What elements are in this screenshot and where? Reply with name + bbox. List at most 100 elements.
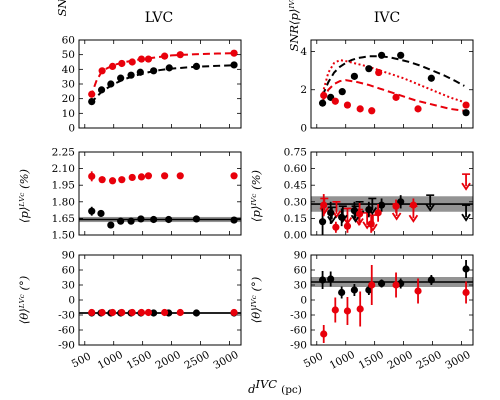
xtick-label: 2500: [414, 349, 443, 372]
curve-red-2: [321, 79, 465, 112]
ytick-label: 60: [62, 35, 75, 47]
point-red: [462, 288, 470, 297]
point-red: [118, 176, 126, 184]
ytick-label: 0.60: [284, 163, 307, 175]
point-black: [107, 221, 115, 229]
point-black: [462, 109, 470, 117]
xtick-label: 2000: [386, 349, 415, 372]
point-black: [97, 86, 106, 94]
xtick-label: 1500: [357, 349, 386, 372]
xtick-label: 2000: [154, 349, 183, 372]
point-black: [136, 68, 144, 76]
point-black: [377, 201, 386, 209]
ytick-label: 60: [294, 265, 307, 277]
ylabel-snr-lvc: SNR⟨p⟩ᴸⱽᶜ: [55, 0, 69, 17]
point-black: [192, 309, 201, 317]
point-black: [338, 213, 346, 221]
point-black: [150, 215, 158, 224]
point-red: [230, 308, 238, 317]
point-red: [176, 308, 184, 317]
point-red: [343, 307, 352, 315]
point-black: [338, 88, 346, 96]
ytick-label: 60: [62, 265, 75, 277]
ytick-label: 0.75: [284, 147, 307, 159]
point-black: [127, 217, 135, 225]
xtick-label: 1500: [125, 349, 154, 372]
point-red: [108, 308, 117, 317]
point-red: [375, 68, 383, 77]
xlabel-unit: (pc): [281, 384, 302, 396]
ytick-label: 0.45: [284, 180, 307, 192]
point-black: [365, 205, 373, 214]
point-red: [144, 308, 153, 317]
ytick-label: -90: [58, 340, 75, 352]
point-red: [230, 172, 238, 180]
point-red: [144, 172, 153, 180]
point-black: [230, 61, 238, 69]
point-red: [320, 91, 328, 100]
xlabel: dIVC (pc): [248, 377, 302, 396]
point-black: [397, 198, 405, 206]
point-red: [98, 67, 106, 75]
point-red: [88, 90, 96, 98]
panel-snr-lvc: 0 10 20 30 40 50 60: [62, 35, 242, 135]
point-red: [161, 308, 169, 317]
point-black: [165, 64, 173, 72]
panel-theta-lvc: 500 1000 1500 2000 2500 3000 -90 -60 -30 0 30 60 90: [58, 250, 242, 372]
point-red: [161, 172, 169, 180]
ytick-label: 1.95: [52, 180, 75, 192]
ytick-label: -30: [58, 310, 75, 322]
point-black: [427, 74, 435, 82]
point-black: [150, 309, 158, 317]
ytick-label: 10: [62, 108, 75, 120]
point-black: [137, 215, 145, 223]
point-black: [88, 98, 96, 106]
point-red: [137, 55, 146, 63]
point-black: [327, 209, 335, 217]
point-red: [137, 308, 146, 317]
point-black: [350, 286, 358, 294]
point-black: [150, 67, 158, 75]
point-black: [117, 217, 125, 225]
xtick-label: 3000: [443, 349, 472, 372]
point-red: [144, 55, 153, 63]
xlabel-var: d: [248, 382, 255, 396]
point-red: [320, 330, 328, 338]
ytick-label: 4: [300, 46, 307, 58]
point-black: [377, 51, 386, 59]
ylabel-p-lvc: ⟨p⟩ᴸⱽᶜ (%): [17, 169, 31, 223]
xtick-label: 3000: [211, 349, 240, 372]
ytick-label: 50: [62, 49, 75, 61]
panel-theta-ivc: 500 1000 1500 2000 2500 3000 -90 -60 -30 0 30 60 90: [290, 250, 474, 372]
point-black: [192, 62, 201, 70]
point-red: [128, 58, 136, 66]
point-black: [338, 288, 346, 297]
point-red: [332, 223, 340, 231]
ytick-label: 1.50: [52, 230, 75, 242]
ytick-label: 2.25: [52, 147, 75, 159]
point-black: [318, 99, 327, 107]
xtick-label: 1000: [96, 349, 125, 372]
xtick-label: 2500: [182, 349, 211, 372]
point-red: [343, 101, 352, 109]
point-red: [331, 306, 339, 314]
point-black: [318, 276, 327, 284]
point-black: [117, 74, 125, 82]
ylabel-p-ivc: ⟨p⟩ᴵⱽᶜ (%): [249, 170, 263, 222]
point-red: [176, 172, 184, 180]
point-black: [327, 275, 335, 283]
ytick-label: 1.80: [52, 196, 75, 208]
title-lvc: LVC: [145, 10, 173, 26]
point-black: [318, 218, 327, 226]
ytick-label: 30: [62, 280, 75, 292]
upper-limit-black: [461, 204, 471, 222]
point-red: [392, 202, 400, 210]
point-black: [462, 265, 470, 273]
ytick-label: 2: [300, 84, 307, 96]
curve-black-0: [321, 55, 465, 96]
point-black: [127, 71, 135, 79]
xtick-label: 500: [70, 350, 93, 370]
point-red: [320, 201, 328, 209]
panel-p-lvc: 1.50 1.65 1.80 1.95 2.10 2.25: [52, 147, 242, 242]
